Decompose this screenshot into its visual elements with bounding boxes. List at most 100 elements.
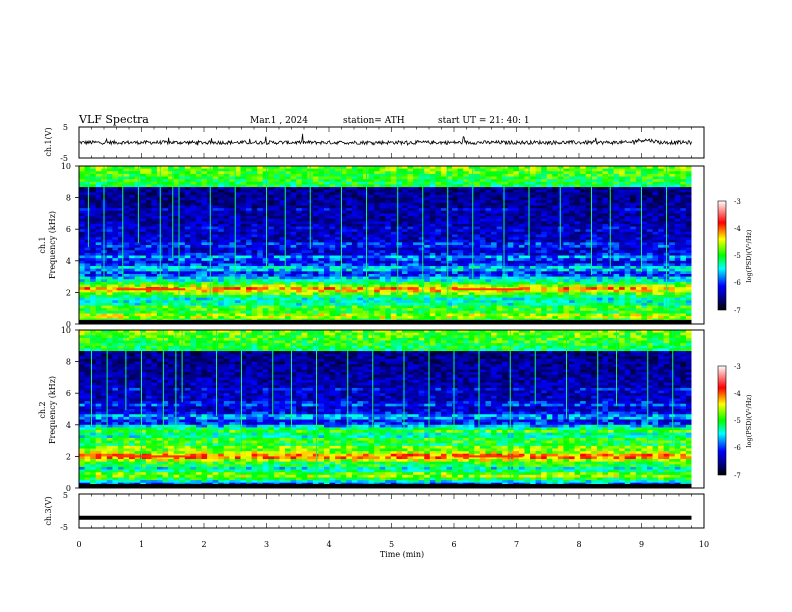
ch1-spectrogram-cell bbox=[646, 229, 653, 233]
ch1-spectrogram-cell bbox=[619, 231, 626, 235]
ch1-spectrogram-cell bbox=[591, 279, 598, 283]
ch1-spectrogram-cell bbox=[440, 171, 447, 175]
ch1-spectrogram-cell bbox=[607, 181, 614, 185]
ch1-spectrogram-cell bbox=[379, 268, 386, 272]
ch1-spectrogram-cell bbox=[140, 237, 147, 241]
ch1-spectrogram-cell bbox=[685, 171, 692, 175]
ch1-spectrogram-cell bbox=[535, 171, 542, 175]
ch1-spectrogram-cell bbox=[507, 258, 514, 262]
ch1-spectrogram-cell bbox=[485, 179, 492, 183]
ch1-spectrogram-cell bbox=[630, 252, 637, 256]
ch1-spectrogram-cell bbox=[518, 279, 525, 283]
ch1-spectrogram-cell bbox=[524, 192, 531, 196]
ch1-spectrogram-cell bbox=[251, 205, 258, 209]
ch1-spectrogram-cell bbox=[535, 255, 542, 259]
ch1-spectrogram-cell bbox=[413, 181, 420, 185]
ch1-spectrogram-cell bbox=[546, 242, 553, 246]
ch1-spectrogram-cell bbox=[201, 255, 208, 259]
ch1-spectrogram-cell bbox=[602, 239, 609, 243]
ch1-spectrogram-cell bbox=[151, 263, 158, 267]
ch1-spectrogram-cell bbox=[268, 221, 275, 225]
ch1-spectrogram-cell bbox=[418, 239, 425, 243]
ch1-spectrogram-cell bbox=[212, 216, 219, 220]
ch1-spectrogram-cell bbox=[179, 202, 186, 206]
ch1-spectrogram-cell bbox=[624, 210, 631, 214]
ch1-spectrogram-image bbox=[79, 166, 704, 325]
ch1-spectrogram-cell bbox=[569, 208, 575, 212]
ch1-spectrogram-cell bbox=[646, 263, 653, 267]
ch1-spectrogram-cell bbox=[312, 263, 319, 267]
ch1-spectrogram-cell bbox=[168, 181, 175, 185]
ch1-spectrogram-cell bbox=[362, 239, 369, 243]
ch1-spectrogram-cell bbox=[574, 223, 581, 227]
ch1-spectrogram-cell bbox=[212, 168, 219, 172]
ch1-spectrogram-cell bbox=[312, 242, 319, 246]
ch1-spectrogram-cell bbox=[413, 189, 420, 193]
ch1-spectrogram-cell bbox=[658, 205, 665, 209]
ch1-spectrogram-cell bbox=[502, 271, 509, 275]
ch1-spectrogram-cell bbox=[479, 255, 486, 259]
ch1-spectrogram-cell bbox=[301, 171, 308, 175]
ch1-spectrogram-cell bbox=[607, 171, 614, 175]
ch1-spectrogram-cell bbox=[546, 216, 553, 220]
ch1-spectrogram-cell bbox=[474, 184, 481, 188]
ch1-spectrogram-cell bbox=[479, 276, 486, 280]
ch1-spectrogram-cell bbox=[557, 202, 564, 206]
ch1-spectrogram-cell bbox=[362, 231, 369, 235]
ch1-spectrogram-cell bbox=[279, 187, 286, 191]
ch1-spectrogram-cell bbox=[580, 194, 587, 198]
ch1-spectrogram-cell bbox=[429, 226, 436, 230]
ch1-spectrogram-cell bbox=[468, 200, 475, 204]
ch1-spectrogram-cell bbox=[513, 197, 520, 201]
ch1-spectrogram-cell bbox=[273, 194, 280, 198]
ch1-spectrogram-cell bbox=[452, 192, 459, 196]
ch1-spectrogram-cell bbox=[496, 237, 503, 241]
ch1-spectrogram-cell bbox=[457, 242, 464, 246]
ch1-spectrogram-cell bbox=[652, 176, 659, 180]
ch1-spectrogram-cell bbox=[117, 231, 124, 235]
ch1-spectrogram-cell bbox=[218, 247, 225, 251]
ch1-spectrogram-cell bbox=[619, 255, 626, 259]
ch1-spectrogram-cell bbox=[324, 239, 330, 243]
ch1-spectrogram-cell bbox=[607, 202, 614, 206]
ch1-spectrogram-cell bbox=[312, 276, 319, 280]
ch1-spectrogram-cell bbox=[285, 268, 291, 272]
ch1-spectrogram-cell bbox=[346, 223, 353, 227]
ch1-spectrogram-cell bbox=[502, 173, 509, 177]
ch1-spectrogram-cell bbox=[312, 281, 319, 285]
ch1-spectrogram-cell bbox=[329, 260, 336, 264]
ch1-spectrogram-cell bbox=[435, 223, 442, 227]
ch1-spectrogram-cell bbox=[390, 247, 397, 251]
ch1-spectrogram-cell bbox=[234, 184, 241, 188]
ch1-spectrogram-cell bbox=[273, 252, 280, 256]
ch1-spectrogram-cell bbox=[491, 271, 498, 275]
ch1-spectrogram-cell bbox=[145, 168, 152, 172]
ch1-spectrogram-cell bbox=[212, 218, 219, 222]
ch1-spectrogram-cell bbox=[346, 279, 353, 283]
ch1-spectrogram-cell bbox=[407, 200, 414, 204]
ch1-spectrogram-cell bbox=[585, 231, 592, 235]
ch1-spectrogram-cell bbox=[257, 281, 264, 285]
ch1-spectrogram-cell bbox=[112, 231, 119, 235]
ch1-spectrogram-cell bbox=[374, 276, 381, 280]
ch1-spectrogram-cell bbox=[635, 247, 642, 251]
ch1-spectrogram-cell bbox=[90, 239, 97, 243]
ch1-spectrogram-cell bbox=[557, 197, 564, 201]
ch1-spectrogram-cell bbox=[591, 226, 598, 230]
ch1-spectrogram-cell bbox=[413, 176, 420, 180]
ch1-spectrogram-cell bbox=[90, 245, 97, 249]
ch1-spectrogram-cell bbox=[396, 208, 403, 212]
ch1-spectrogram-cell bbox=[212, 263, 219, 267]
ch1-spectrogram-cell bbox=[658, 221, 665, 225]
ch1-spectrogram-cell bbox=[229, 221, 236, 225]
ch1-spectrogram-cell bbox=[652, 181, 659, 185]
ch1-spectrogram-cell bbox=[418, 231, 425, 235]
ch1-spectrogram-cell bbox=[463, 202, 470, 206]
ch1-spectrogram-cell bbox=[79, 239, 85, 243]
ch1-spectrogram-cell bbox=[396, 192, 403, 196]
ch1-spectrogram-cell bbox=[346, 210, 353, 214]
ch1-spectrogram-cell bbox=[151, 237, 158, 241]
ch1-spectrogram-cell bbox=[635, 231, 642, 235]
ch1-spectrogram-cell bbox=[201, 192, 208, 196]
ch1-spectrogram-cell bbox=[112, 250, 119, 254]
